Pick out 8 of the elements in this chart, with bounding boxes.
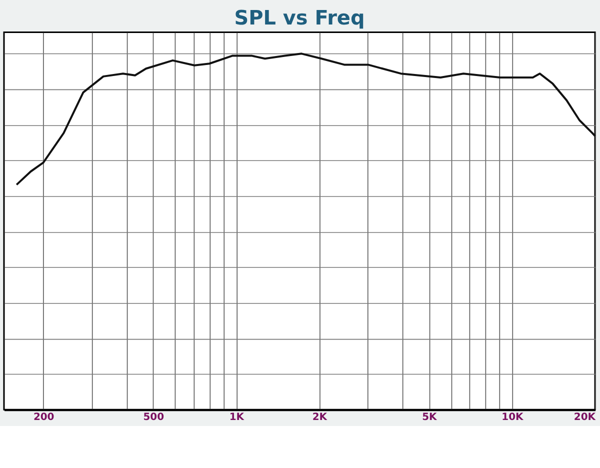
x-tick-label: 20K [574,412,597,424]
x-tick-label: 5K [422,412,438,424]
chart-title: SPL vs Freq [234,5,365,30]
x-tick-label: 1K [229,412,246,424]
x-tick-label: 500 [143,412,164,424]
x-tick-label: 2K [312,412,328,424]
x-tick-label: 10K [502,412,525,424]
x-tick-label: 200 [33,412,54,424]
